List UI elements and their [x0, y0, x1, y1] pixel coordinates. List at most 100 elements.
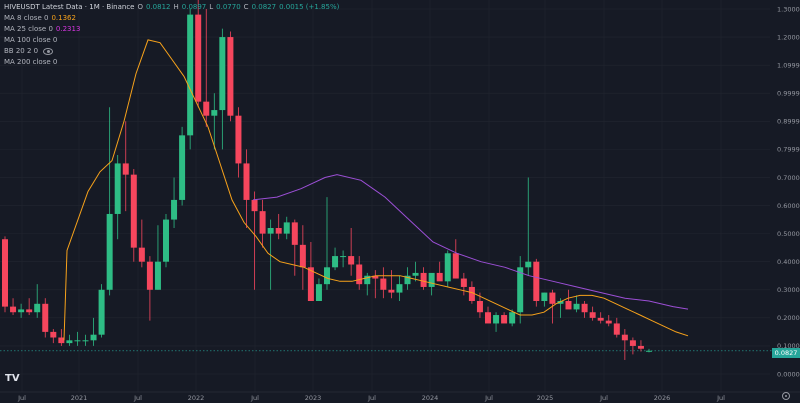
candle — [251, 191, 258, 290]
candle-body — [235, 115, 242, 164]
y-tick-label: 0.7000 — [777, 174, 800, 182]
indicator-label: MA 100 close 0 — [4, 36, 58, 44]
ma8-line — [63, 39, 689, 341]
time-axis[interactable]: Jul 2021 Jul 2022 Jul 2023 Jul 2024 Jul 2025 Jul 20… — [0, 391, 800, 402]
last-price-tag: 0.0827 — [772, 348, 800, 358]
indicator-ma8[interactable]: MA 8 close 0 0.1362 — [4, 13, 339, 24]
candle — [613, 317, 620, 338]
candle-body — [195, 14, 202, 102]
candle-body — [517, 267, 524, 313]
x-tick-label: Jul — [599, 394, 608, 402]
legend-header: HIVEUSDT Latest Data · 1M · Binance O 0.… — [4, 2, 339, 13]
indicator-ma200[interactable]: MA 200 close 0 — [4, 57, 339, 68]
y-tick-label: 0.1000 — [777, 342, 800, 350]
candle — [444, 250, 451, 287]
x-tick-label: Jul — [250, 394, 259, 402]
candle — [130, 169, 137, 262]
indicator-ma25[interactable]: MA 25 close 0 0.2313 — [4, 24, 339, 35]
candle — [18, 303, 25, 318]
candle-body — [34, 303, 41, 313]
candle-body — [476, 301, 483, 313]
chart-legend: HIVEUSDT Latest Data · 1M · Binance O 0.… — [4, 2, 339, 68]
change-value: 0.0015 (+1.85%) — [279, 3, 340, 11]
x-tick-label: 2026 — [654, 394, 671, 402]
candle — [154, 225, 161, 290]
candle-body — [428, 272, 435, 287]
candle-body — [146, 261, 153, 290]
candle-body — [66, 340, 73, 344]
candle-body — [340, 256, 347, 258]
x-tick-label: 2023 — [305, 394, 322, 402]
x-tick-label: Jul — [17, 394, 26, 402]
candle-body — [154, 261, 161, 290]
candle — [637, 340, 644, 352]
candle — [291, 219, 298, 276]
candle — [332, 247, 339, 271]
y-tick-label: 0.0000 — [777, 370, 800, 378]
candle-body — [227, 37, 234, 116]
indicator-bb[interactable]: BB 20 2 0 — [4, 46, 339, 57]
gear-icon[interactable] — [782, 392, 790, 400]
candle-body — [348, 256, 355, 265]
candle-body — [589, 312, 596, 318]
x-tick-label: Jul — [484, 394, 493, 402]
x-tick-label: 2025 — [537, 394, 554, 402]
candle — [525, 177, 532, 276]
y-tick-label: 1.2000 — [777, 33, 800, 41]
candle-body — [2, 239, 8, 307]
high-label: H — [173, 3, 179, 11]
candle — [452, 239, 459, 279]
candle-body — [452, 253, 459, 279]
candle — [34, 284, 41, 318]
candle — [380, 267, 387, 299]
candle-body — [283, 222, 290, 234]
candle-body — [138, 247, 145, 262]
indicator-ma100[interactable]: MA 100 close 0 — [4, 35, 339, 46]
candle — [146, 256, 153, 321]
grid-lines — [0, 0, 772, 392]
candle — [98, 284, 105, 338]
candle — [307, 242, 314, 301]
candle — [171, 177, 178, 228]
indicator-value: 0.2313 — [55, 25, 81, 33]
candle — [573, 295, 580, 313]
candle-body — [332, 256, 339, 268]
candle — [324, 197, 330, 290]
indicator-label: MA 8 close 0 — [4, 14, 49, 22]
candle — [340, 250, 347, 268]
eye-hidden-icon[interactable] — [43, 48, 54, 55]
candle-body — [90, 334, 97, 341]
candle-body — [219, 37, 226, 111]
ma25-line — [252, 174, 689, 310]
candle — [138, 219, 145, 268]
candle-body — [291, 222, 298, 245]
symbol-title[interactable]: HIVEUSDT Latest Data · 1M · Binance — [4, 3, 135, 11]
candle — [106, 107, 113, 296]
open-label: O — [137, 3, 143, 11]
candle-body — [26, 309, 33, 313]
candle — [90, 317, 97, 346]
candle — [58, 329, 65, 346]
candle — [621, 329, 628, 360]
candle-body — [646, 350, 652, 352]
tradingview-logo-icon[interactable]: TV — [5, 373, 20, 384]
candle — [2, 236, 8, 313]
candle-body — [533, 261, 540, 301]
candle-body — [509, 312, 516, 324]
x-tick-label: Jul — [133, 394, 142, 402]
price-axis[interactable]: 1.3000 1.2000 1.0999 0.9999 0.8999 0.7999 0.70… — [777, 5, 800, 378]
candle — [404, 267, 411, 290]
candle — [227, 31, 234, 122]
indicator-value: 0.1362 — [51, 14, 76, 22]
candle — [211, 93, 218, 150]
candle — [485, 306, 491, 324]
candle-body — [18, 309, 25, 313]
candle — [589, 306, 596, 321]
y-tick-label: 1.3000 — [777, 5, 800, 13]
candle — [396, 275, 403, 301]
candle — [195, 0, 202, 108]
candle-body — [613, 323, 620, 335]
candle — [82, 334, 89, 346]
